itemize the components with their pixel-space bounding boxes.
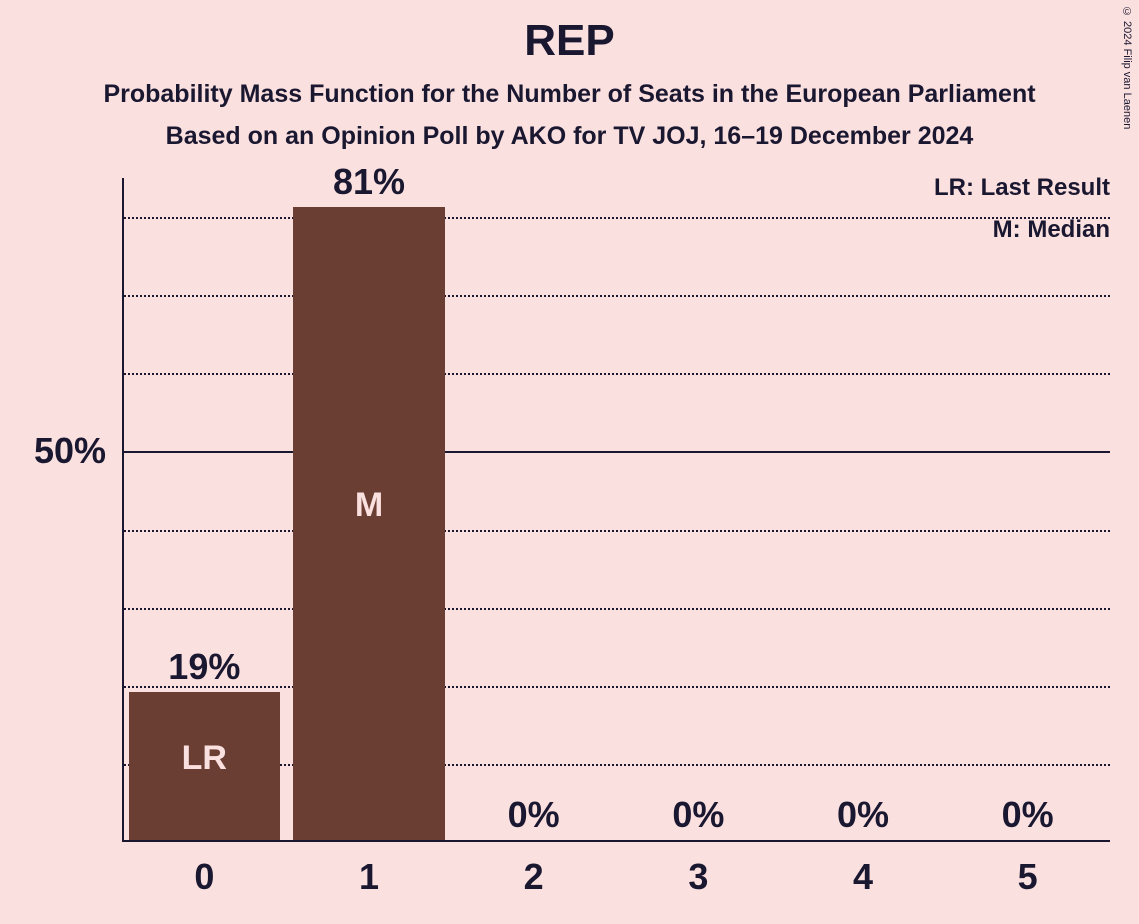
- gridline: [124, 530, 1110, 532]
- bar: LR: [129, 692, 280, 840]
- x-axis: [122, 840, 1110, 842]
- chart-title: REP: [0, 16, 1139, 66]
- x-tick-label: 4: [853, 856, 873, 898]
- bar-value-label: 0%: [672, 794, 724, 836]
- bar: M: [293, 207, 444, 840]
- legend-line: M: Median: [993, 216, 1110, 244]
- legend-line: LR: Last Result: [934, 174, 1110, 202]
- bar-value-label: 0%: [1002, 794, 1054, 836]
- bar-inner-label: M: [293, 486, 444, 525]
- gridline: [124, 373, 1110, 375]
- gridline: [124, 217, 1110, 219]
- bar-value-label: 19%: [168, 646, 240, 688]
- gridline: [124, 686, 1110, 688]
- gridline: [124, 295, 1110, 297]
- y-tick-label: 50%: [34, 430, 106, 472]
- chart-subtitle-1: Probability Mass Function for the Number…: [0, 80, 1139, 109]
- x-tick-label: 5: [1018, 856, 1038, 898]
- bar-value-label: 81%: [333, 161, 405, 203]
- gridline-major: [124, 451, 1110, 453]
- chart-subtitle-2: Based on an Opinion Poll by AKO for TV J…: [0, 122, 1139, 151]
- plot-area: 50%LR19%0M81%10%20%30%40%5LR: Last Resul…: [122, 178, 1110, 842]
- x-tick-label: 0: [194, 856, 214, 898]
- x-tick-label: 3: [688, 856, 708, 898]
- bar-value-label: 0%: [508, 794, 560, 836]
- x-tick-label: 2: [524, 856, 544, 898]
- gridline: [124, 608, 1110, 610]
- bar-inner-label: LR: [129, 739, 280, 778]
- bar-value-label: 0%: [837, 794, 889, 836]
- y-axis: [122, 178, 124, 842]
- x-tick-label: 1: [359, 856, 379, 898]
- chart-root: © 2024 Filip van Laenen REP Probability …: [0, 0, 1139, 924]
